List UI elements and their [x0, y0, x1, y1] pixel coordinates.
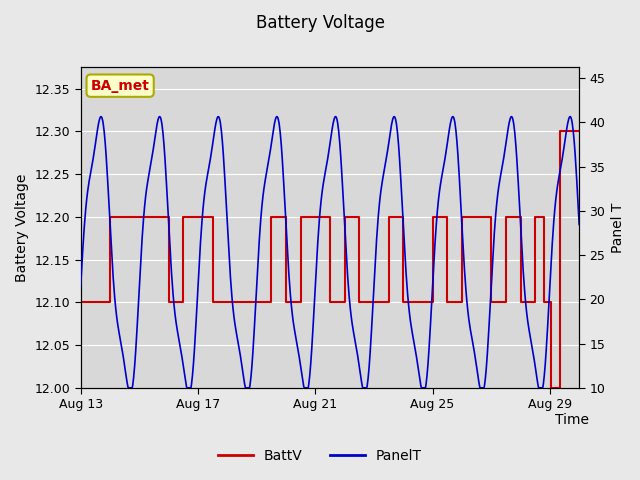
- Y-axis label: Battery Voltage: Battery Voltage: [15, 173, 29, 282]
- X-axis label: Time: Time: [555, 413, 589, 428]
- Text: BA_met: BA_met: [91, 79, 150, 93]
- Text: Battery Voltage: Battery Voltage: [255, 14, 385, 33]
- Y-axis label: Panel T: Panel T: [611, 203, 625, 252]
- Legend: BattV, PanelT: BattV, PanelT: [212, 443, 428, 468]
